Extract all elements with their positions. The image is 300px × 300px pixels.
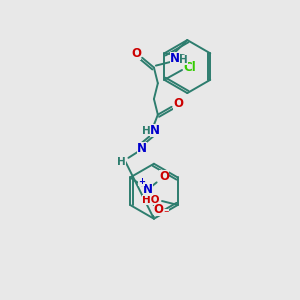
Text: O: O: [173, 98, 184, 110]
Text: N: N: [143, 183, 153, 196]
Text: N: N: [137, 142, 147, 154]
Text: Cl: Cl: [184, 61, 196, 74]
Text: O: O: [160, 170, 170, 183]
Text: O: O: [131, 47, 141, 60]
Text: +: +: [138, 177, 146, 186]
Text: O: O: [154, 203, 164, 216]
Text: H: H: [117, 157, 126, 167]
Text: H: H: [142, 126, 150, 136]
Text: ⁻: ⁻: [164, 209, 169, 219]
Text: N: N: [150, 124, 160, 137]
Text: N: N: [169, 52, 179, 65]
Text: H: H: [179, 55, 188, 65]
Text: HO: HO: [142, 195, 160, 205]
